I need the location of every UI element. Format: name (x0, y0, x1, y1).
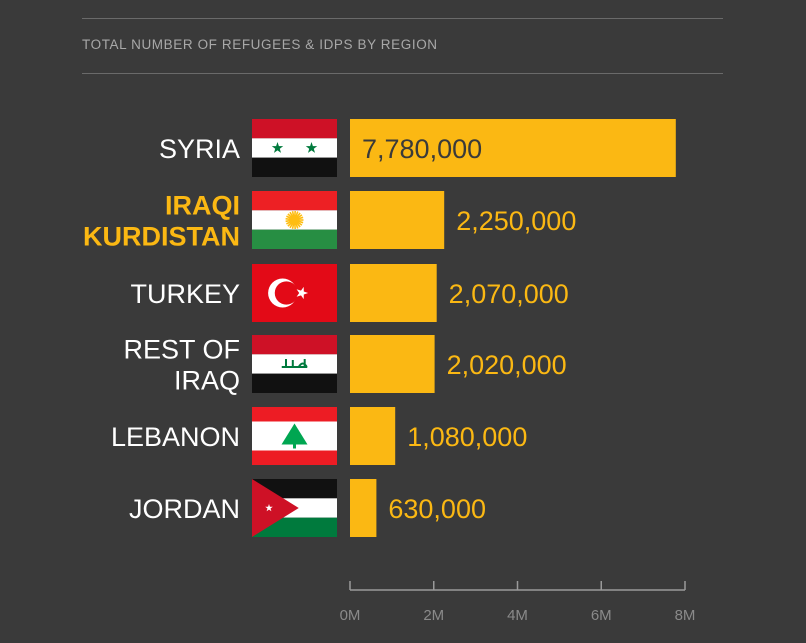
value-label: 7,780,000 (362, 134, 482, 164)
chart-row: TURKEY 2,070,000 (130, 264, 569, 322)
value-label: 1,080,000 (407, 422, 527, 452)
bar (350, 479, 377, 537)
bar (350, 407, 396, 465)
category-label: SYRIA (159, 134, 240, 164)
jordan-flag-icon (252, 479, 337, 537)
bar (350, 264, 437, 322)
category-label: KURDISTAN (83, 222, 240, 252)
chart-title: TOTAL NUMBER OF REFUGEES & IDPS BY REGIO… (82, 37, 438, 52)
takbir-icon (281, 359, 308, 368)
title-rule (82, 73, 723, 74)
star-icon (271, 142, 284, 153)
value-label: 630,000 (388, 494, 486, 524)
category-label: TURKEY (130, 279, 240, 309)
category-label: REST OF (123, 335, 240, 365)
value-label: 2,250,000 (456, 206, 576, 236)
x-axis: 0M 2M 4M 6M 8M (340, 581, 696, 624)
category-label: JORDAN (129, 494, 240, 524)
kurdistan-flag-icon (252, 191, 337, 249)
category-label: IRAQ (174, 366, 240, 396)
x-tick-label: 6M (591, 607, 612, 624)
iraq-flag-icon (252, 335, 337, 393)
category-label: IRAQI (165, 191, 240, 221)
star-icon (296, 286, 309, 300)
chart-row: SYRIA 7,780,000 (159, 119, 676, 177)
lebanon-flag-icon (252, 407, 337, 465)
star-icon (305, 142, 318, 153)
syria-flag-icon (252, 119, 337, 177)
cedar-icon (281, 423, 308, 445)
bar (350, 335, 435, 393)
chart-row: JORDAN 630,000 (129, 479, 486, 537)
value-label: 2,070,000 (449, 279, 569, 309)
value-label: 2,020,000 (447, 350, 567, 380)
x-tick-label: 8M (675, 607, 696, 624)
bar (350, 191, 445, 249)
turkey-flag-icon (252, 264, 337, 322)
sun-icon (289, 215, 300, 225)
x-tick-label: 0M (340, 607, 361, 624)
x-tick-label: 2M (423, 607, 444, 624)
star-icon (265, 504, 273, 512)
bar (350, 119, 676, 177)
category-label: LEBANON (111, 422, 240, 452)
x-tick-label: 4M (507, 607, 528, 624)
top-rule (82, 18, 723, 19)
chart-row: LEBANON 1,080,000 (111, 407, 527, 465)
